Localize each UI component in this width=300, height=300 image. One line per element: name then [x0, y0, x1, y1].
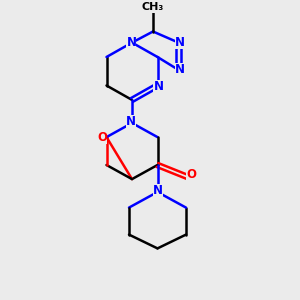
Text: N: N — [175, 63, 185, 76]
Text: O: O — [186, 167, 196, 181]
Text: N: N — [152, 184, 163, 197]
Text: N: N — [153, 80, 164, 93]
Text: N: N — [175, 36, 185, 49]
Text: CH₃: CH₃ — [142, 2, 164, 13]
Text: O: O — [97, 130, 107, 144]
Text: N: N — [125, 115, 136, 128]
Text: N: N — [126, 35, 136, 49]
